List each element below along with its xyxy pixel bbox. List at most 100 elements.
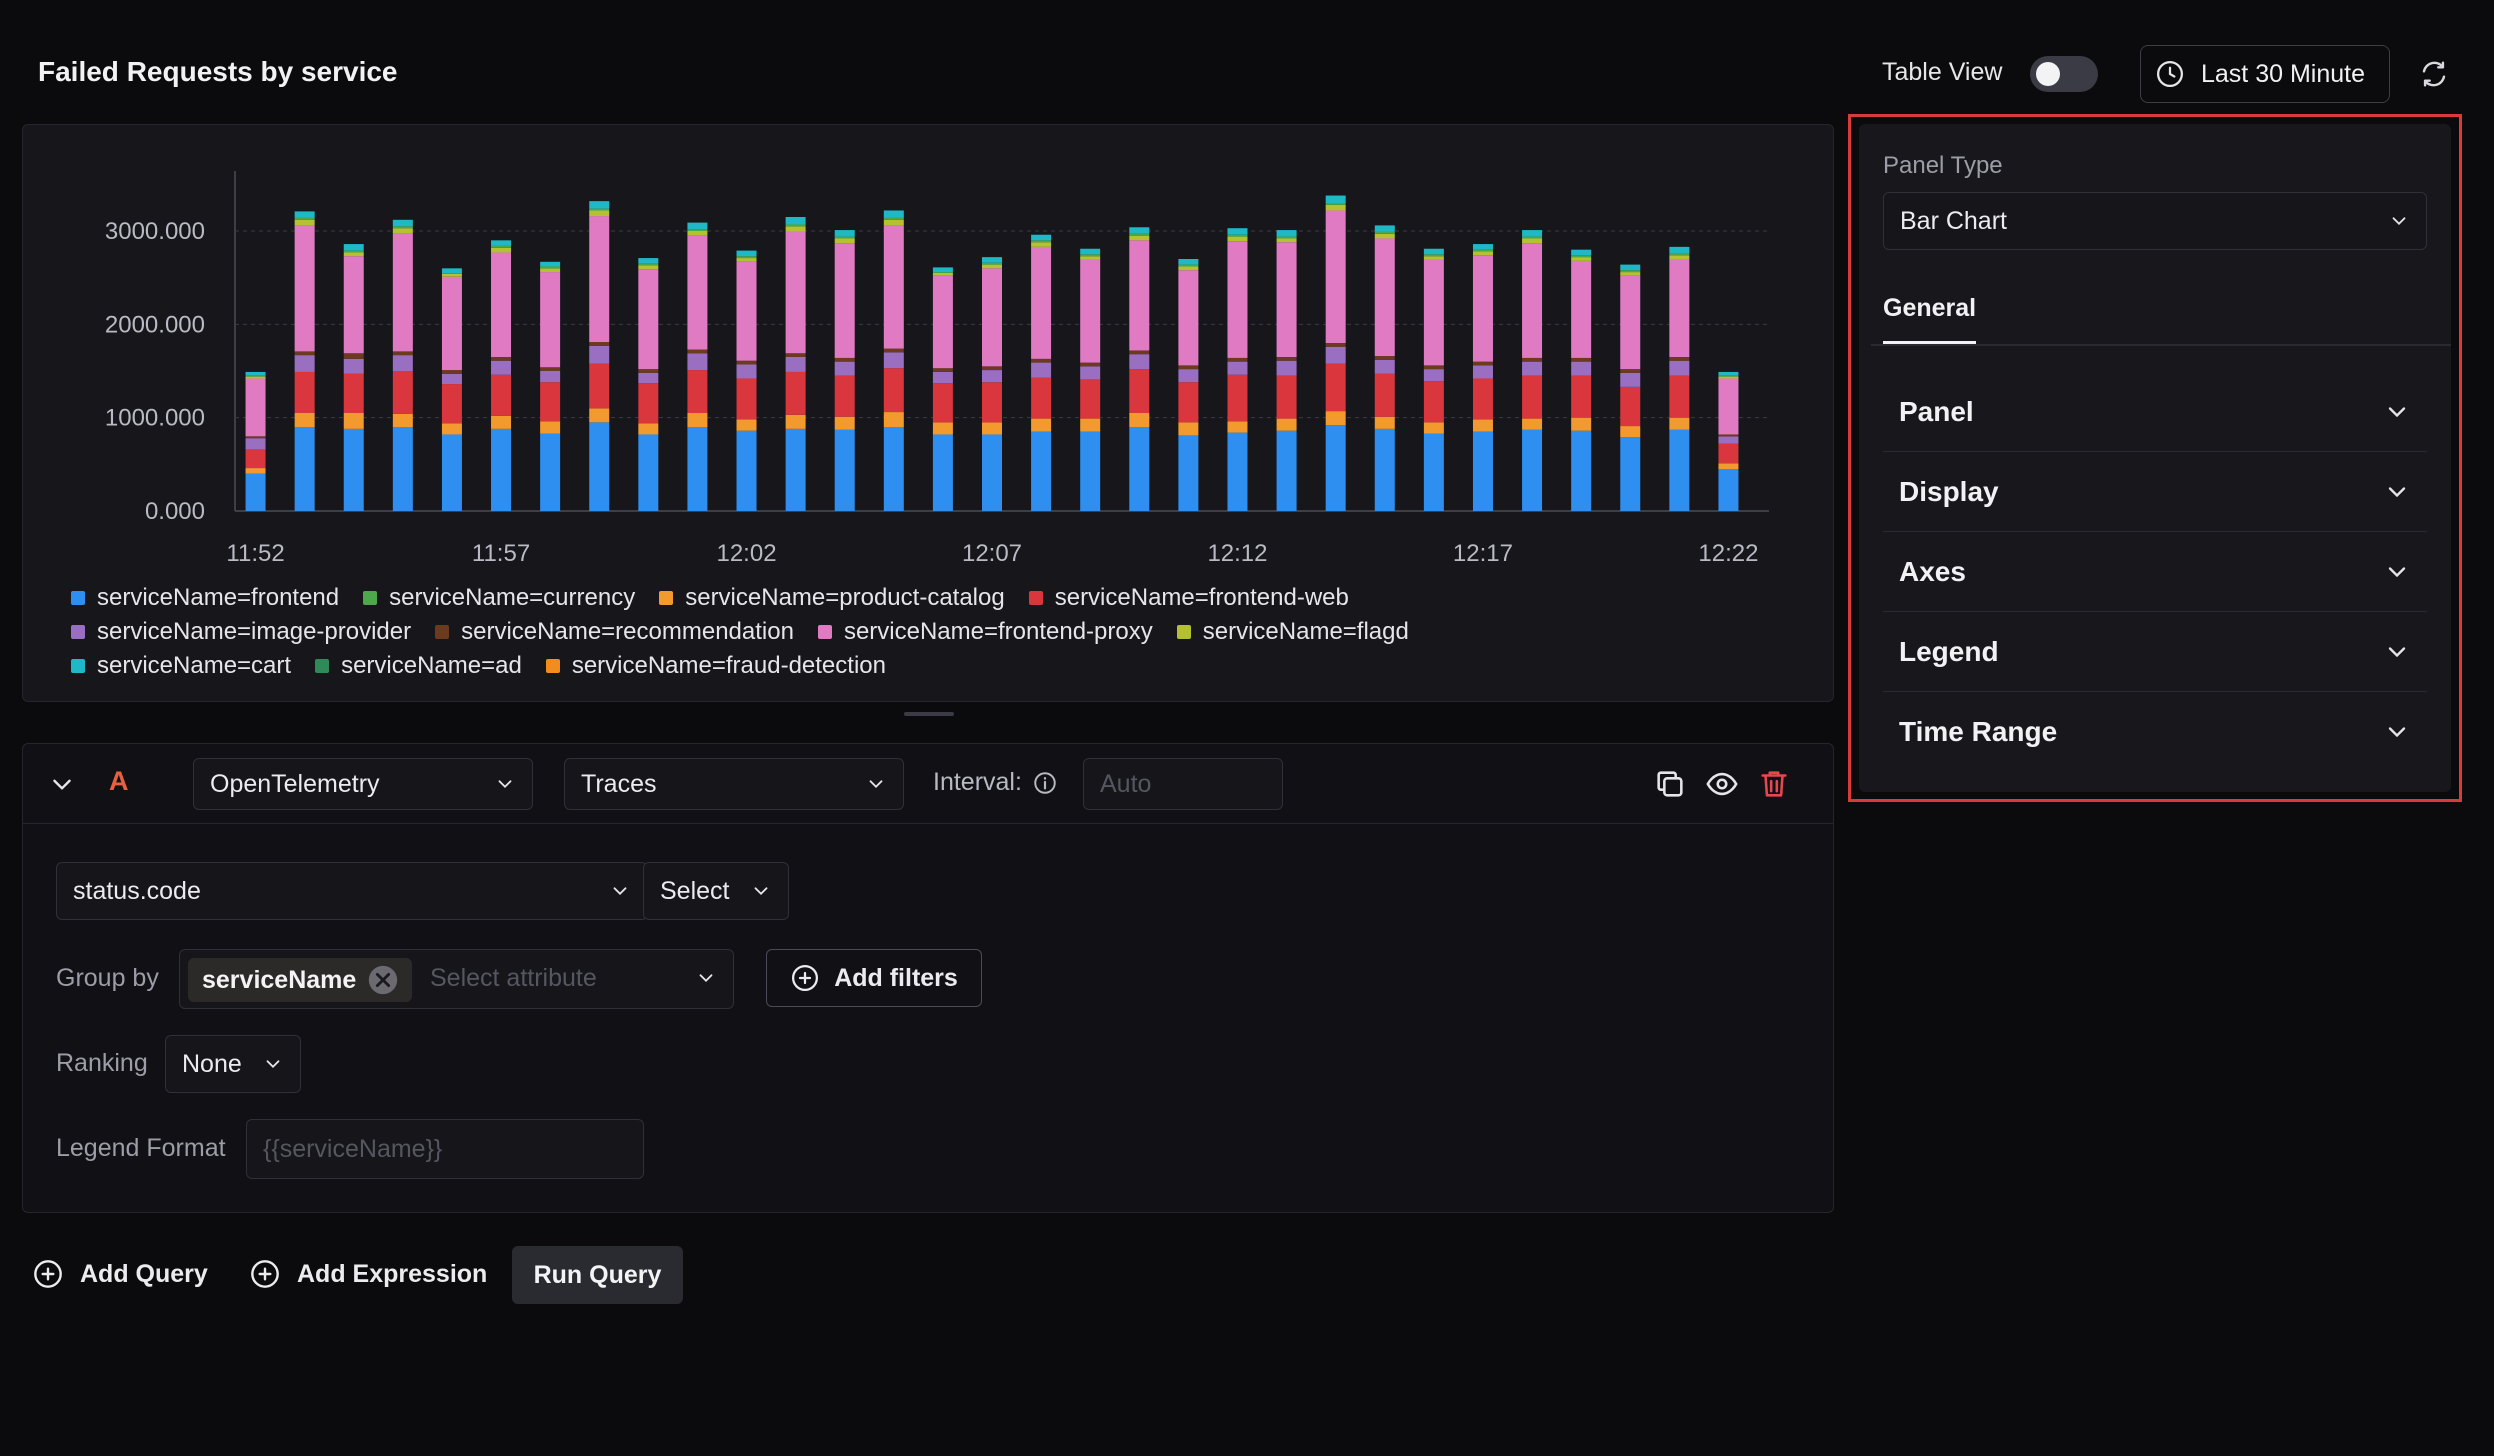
bar-segment [638,372,659,384]
bar-segment [834,429,855,511]
add-filters-button[interactable]: Add filters [766,949,982,1007]
legend-item[interactable]: serviceName=frontend-proxy [817,615,1153,649]
bar-segment [1129,413,1150,427]
bar-segment [245,468,266,474]
legend-format-input[interactable]: {{serviceName}} [246,1119,644,1179]
bar-segment [540,266,561,269]
resize-handle[interactable] [904,712,954,716]
bar-segment [1178,259,1199,265]
table-view-toggle[interactable] [2030,56,2098,92]
legend-label: serviceName=frontend-web [1054,584,1349,611]
attribute-select[interactable]: status.code [56,862,648,920]
bar-segment [638,434,659,511]
legend-item[interactable]: serviceName=cart [71,649,291,683]
bar-segment [491,252,512,357]
bar-segment [1620,270,1641,273]
query-letter[interactable]: A [109,766,129,796]
legend-item[interactable]: serviceName=frontend [71,581,339,615]
bar-segment [1571,375,1592,418]
bar-segment [1718,376,1739,379]
ranking-select[interactable]: None [165,1035,301,1093]
legend-item[interactable]: serviceName=recommendation [435,615,794,649]
bar-segment [1620,264,1641,271]
query-builder: A OpenTelemetry Traces Interval: Auto st… [22,743,1834,1213]
bar-segment [687,370,708,413]
interval-input[interactable]: Auto [1083,758,1283,810]
bar-segment [1129,354,1150,370]
remove-chip-icon[interactable] [366,963,400,997]
bar-segment [245,473,266,511]
section-axes[interactable]: Axes [1883,532,2427,612]
bar-segment [982,264,1002,269]
bar-segment [1472,249,1493,252]
bar-segment [1718,371,1739,376]
bar-segment [736,256,757,259]
signal-select[interactable]: Traces [564,758,904,810]
legend-item[interactable]: serviceName=currency [363,581,635,615]
bar-segment [687,231,708,236]
x-tick-label: 12:17 [1453,540,1513,567]
bar-segment [1522,375,1543,419]
bar-segment [1472,251,1493,256]
bar-segment [343,373,364,413]
bar-segment [1374,373,1395,417]
add-query-button[interactable]: Add Query [32,1258,208,1290]
bar-segment [982,422,1002,435]
data-source-select[interactable]: OpenTelemetry [193,758,533,810]
bar-segment [1423,381,1444,423]
x-tick-label: 11:52 [226,540,284,567]
bar-segment [1374,356,1395,360]
legend-item[interactable]: serviceName=image-provider [71,615,411,649]
bar-segment [883,348,904,353]
time-range-button[interactable]: Last 30 Minute [2140,45,2390,103]
collapse-chevron-icon[interactable] [49,771,75,797]
bar-segment [932,275,953,369]
bar-segment [1227,421,1248,433]
info-icon[interactable] [1032,770,1058,796]
bar-segment [1571,255,1592,258]
chevron-down-icon [266,1060,280,1069]
group-by-select[interactable]: serviceName Select attribute [179,949,734,1009]
tab-general[interactable]: General [1883,294,1977,345]
bar-segment [687,222,708,230]
plus-circle-icon [251,1260,279,1288]
bar-segment [1227,236,1248,242]
bar-segment [1227,374,1248,422]
copy-icon[interactable] [1653,767,1687,801]
bar-segment [687,413,708,427]
legend-label: serviceName=fraud-detection [571,652,886,679]
section-title: Time Range [1899,716,2058,747]
legend-item[interactable]: serviceName=fraud-detection [545,649,886,683]
bar-segment [392,226,413,229]
legend-item[interactable]: serviceName=frontend-web [1028,581,1349,615]
bar-segment [1325,363,1346,412]
bar-segment [982,434,1002,511]
legend-label: serviceName=image-provider [97,618,412,645]
bar-segment [392,371,413,414]
bar-segment [834,236,855,239]
trash-icon[interactable] [1757,767,1791,801]
section-panel[interactable]: Panel [1883,372,2427,452]
legend-item[interactable]: serviceName=ad [315,649,522,683]
legend-swatch [435,625,450,639]
bar-segment [1571,257,1592,261]
bar-segment [1325,195,1346,203]
panel-type-select[interactable]: Bar Chart [1883,192,2427,250]
bar-segment [1178,369,1199,383]
run-query-button[interactable]: Run Query [512,1246,683,1304]
refresh-icon[interactable] [2418,58,2450,90]
section-time-range[interactable]: Time Range [1883,692,2427,772]
chevron-down-icon [869,780,883,789]
legend-item[interactable]: serviceName=product-catalog [659,581,1005,615]
bar-segment [1472,361,1493,366]
eye-icon[interactable] [1705,767,1739,801]
legend-label: serviceName=currency [389,584,636,611]
bar-segment [1423,248,1444,255]
add-expression-label: Add Expression [297,1259,488,1288]
aggregation-select[interactable]: Select [643,862,789,920]
legend-item[interactable]: serviceName=flagd [1176,615,1409,649]
section-display[interactable]: Display [1883,452,2427,532]
section-legend[interactable]: Legend [1883,612,2427,692]
add-expression-button[interactable]: Add Expression [249,1258,487,1290]
legend-swatch [545,659,560,673]
